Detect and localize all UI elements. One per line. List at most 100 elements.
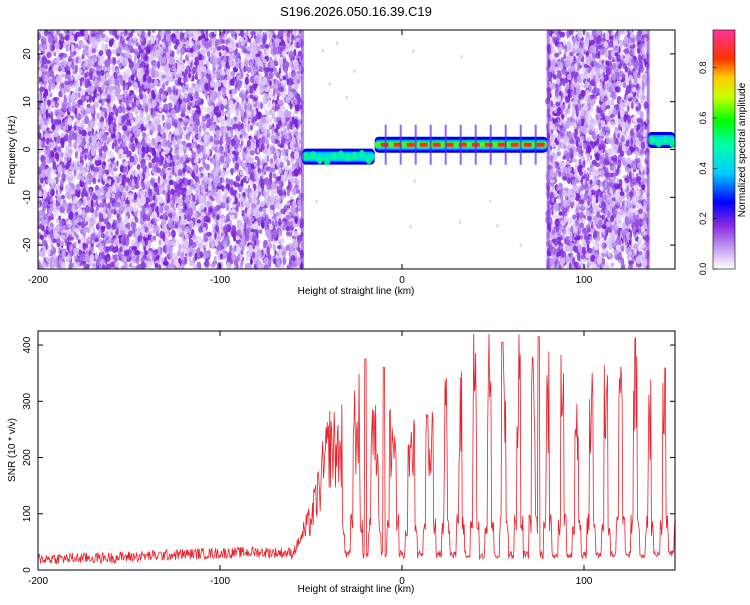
noise-speck	[182, 43, 187, 50]
noise-speck	[198, 80, 203, 86]
noise-speck	[182, 59, 186, 64]
noise-speck	[49, 262, 53, 269]
noise-speck	[247, 86, 250, 93]
noise-speck	[43, 30, 49, 37]
noise-speck	[267, 207, 271, 213]
noise-speck	[161, 114, 165, 121]
noise-speck	[156, 36, 159, 46]
noise-speck	[260, 101, 263, 110]
noise-speck	[286, 232, 290, 237]
noise-speck	[77, 92, 81, 98]
noise-speck	[207, 147, 211, 157]
noise-speck	[256, 130, 259, 140]
noise-speck	[187, 91, 193, 99]
noise-speck	[271, 106, 274, 111]
noise-speck	[73, 124, 77, 131]
noise-speck	[81, 77, 85, 81]
noise-speck	[272, 101, 276, 107]
figure-title: S196.2026.050.16.39.C19	[280, 4, 432, 19]
noise-speck	[112, 48, 116, 55]
noise-speck	[294, 251, 298, 259]
noise-speck	[115, 228, 120, 234]
noise-speck	[63, 42, 66, 48]
noise-speck	[167, 189, 171, 195]
noise-speck	[274, 250, 277, 256]
noise-speck	[272, 243, 277, 252]
noise-speck	[79, 242, 83, 251]
noise-speck	[205, 163, 211, 171]
noise-speck	[55, 84, 59, 90]
noise-speck	[162, 83, 166, 91]
noise-speck	[246, 139, 251, 147]
noise-speck	[77, 122, 83, 127]
noise-speck	[201, 115, 207, 122]
noise-speck	[68, 236, 75, 241]
noise-speck	[56, 195, 61, 202]
noise-speck	[147, 233, 152, 241]
noise-speck	[175, 88, 179, 97]
noise-speck	[131, 261, 135, 267]
noise-speck	[162, 178, 168, 186]
noise-speck	[212, 206, 216, 215]
noise-speck	[283, 155, 287, 162]
noise-speck	[288, 61, 293, 67]
noise-speck	[221, 177, 225, 184]
noise-speck	[158, 239, 162, 246]
noise-speck	[297, 79, 300, 84]
noise-speck	[230, 30, 236, 35]
noise-speck	[210, 116, 214, 122]
noise-speck	[140, 68, 144, 73]
noise-speck	[92, 177, 97, 185]
spectrogram-plot-area	[38, 30, 675, 269]
noise-speck	[67, 170, 73, 177]
noise-speck	[64, 118, 68, 126]
noise-speck	[267, 123, 272, 129]
noise-speck	[247, 124, 250, 133]
noise-speck	[160, 30, 165, 38]
noise-speck	[269, 158, 274, 164]
noise-speck	[191, 82, 196, 88]
noise-speck	[46, 156, 50, 165]
noise-speck	[150, 235, 154, 242]
noise-speck	[116, 67, 120, 73]
noise-speck	[151, 158, 156, 164]
noise-speck	[64, 80, 70, 86]
noise-speck	[247, 244, 253, 253]
noise-speck	[131, 226, 135, 235]
noise-speck	[219, 145, 224, 151]
noise-speck	[247, 184, 251, 192]
noise-speck	[49, 92, 53, 98]
noise-speck	[38, 127, 41, 135]
noise-speck	[50, 197, 54, 203]
noise-speck	[293, 230, 298, 238]
noise-speck	[93, 226, 96, 235]
noise-speck	[77, 44, 82, 50]
noise-speck	[219, 138, 223, 146]
noise-speck	[92, 68, 96, 75]
noise-speck	[55, 30, 61, 36]
noise-speck	[56, 242, 61, 248]
noise-speck	[132, 35, 137, 42]
noise-speck	[129, 167, 133, 173]
noise-speck	[50, 243, 54, 251]
noise-speck	[140, 60, 146, 69]
noise-speck	[116, 87, 122, 93]
noise-speck	[193, 61, 198, 66]
noise-speck	[286, 160, 291, 167]
noise-speck	[216, 191, 220, 197]
noise-speck	[240, 139, 244, 147]
noise-speck	[114, 261, 120, 269]
noise-speck	[208, 91, 212, 96]
noise-speck	[175, 239, 181, 246]
noise-speck	[147, 156, 150, 165]
noise-speck	[249, 75, 256, 84]
noise-speck	[198, 195, 204, 204]
noise-speck	[267, 93, 270, 100]
noise-speck	[88, 159, 93, 166]
noise-speck	[105, 72, 110, 80]
noise-speck	[180, 112, 186, 118]
noise-speck	[282, 75, 286, 81]
noise-speck	[130, 239, 136, 244]
noise-speck	[266, 139, 271, 145]
